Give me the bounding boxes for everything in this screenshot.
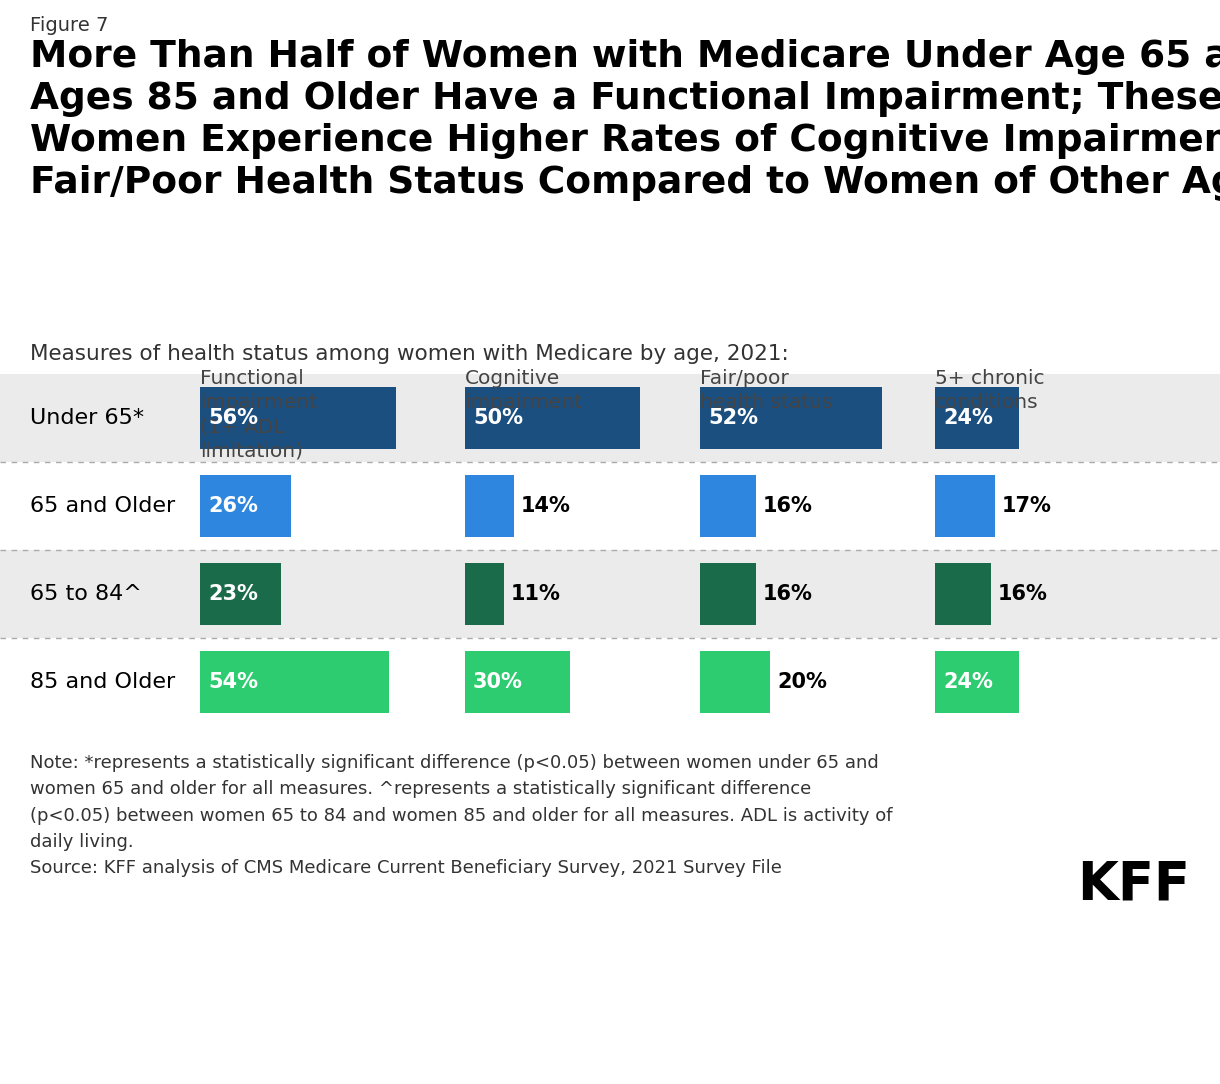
Bar: [935, 387, 1019, 449]
Bar: [700, 387, 882, 449]
Text: 23%: 23%: [207, 584, 257, 604]
Bar: [0, 550, 1220, 638]
Text: 16%: 16%: [998, 584, 1048, 604]
Bar: [0, 462, 1220, 550]
Text: 5+ chronic
conditions: 5+ chronic conditions: [935, 369, 1044, 412]
Bar: [465, 563, 504, 625]
Bar: [200, 475, 292, 537]
Text: 20%: 20%: [777, 672, 827, 692]
Text: KFF: KFF: [1077, 859, 1190, 911]
Text: 56%: 56%: [207, 408, 257, 428]
Bar: [465, 475, 514, 537]
Text: 16%: 16%: [762, 584, 813, 604]
Text: 65 to 84^: 65 to 84^: [30, 584, 142, 604]
Text: 14%: 14%: [521, 496, 571, 516]
Text: 16%: 16%: [762, 496, 813, 516]
Text: Under 65*: Under 65*: [30, 408, 144, 428]
Bar: [700, 475, 756, 537]
Text: Measures of health status among women with Medicare by age, 2021:: Measures of health status among women wi…: [30, 344, 789, 364]
Bar: [935, 563, 991, 625]
Bar: [935, 651, 1019, 713]
Text: 54%: 54%: [207, 672, 257, 692]
Bar: [700, 563, 756, 625]
Text: 26%: 26%: [207, 496, 257, 516]
Text: 24%: 24%: [943, 672, 993, 692]
Text: 50%: 50%: [473, 408, 523, 428]
Text: Source: KFF analysis of CMS Medicare Current Beneficiary Survey, 2021 Survey Fil: Source: KFF analysis of CMS Medicare Cur…: [30, 859, 782, 877]
Bar: [465, 651, 570, 713]
Bar: [935, 475, 994, 537]
Bar: [200, 387, 396, 449]
Text: Fair/poor
health status: Fair/poor health status: [700, 369, 832, 412]
Bar: [700, 651, 770, 713]
Text: Figure 7: Figure 7: [30, 16, 109, 35]
Text: 17%: 17%: [1002, 496, 1052, 516]
Text: 85 and Older: 85 and Older: [30, 672, 176, 692]
Text: Note: *represents a statistically significant difference (p<0.05) between women : Note: *represents a statistically signif…: [30, 754, 893, 851]
Bar: [465, 387, 640, 449]
Text: 30%: 30%: [473, 672, 523, 692]
Bar: [0, 638, 1220, 726]
Text: 24%: 24%: [943, 408, 993, 428]
Text: 11%: 11%: [510, 584, 560, 604]
Text: Functional
impairment
(1+ ADL
limitation): Functional impairment (1+ ADL limitation…: [200, 369, 317, 461]
Text: 52%: 52%: [708, 408, 758, 428]
Text: 65 and Older: 65 and Older: [30, 496, 176, 516]
Text: More Than Half of Women with Medicare Under Age 65 and
Ages 85 and Older Have a : More Than Half of Women with Medicare Un…: [30, 39, 1220, 202]
Bar: [200, 563, 281, 625]
Text: Cognitive
impairment: Cognitive impairment: [465, 369, 582, 412]
Bar: [200, 651, 389, 713]
Bar: [0, 374, 1220, 462]
